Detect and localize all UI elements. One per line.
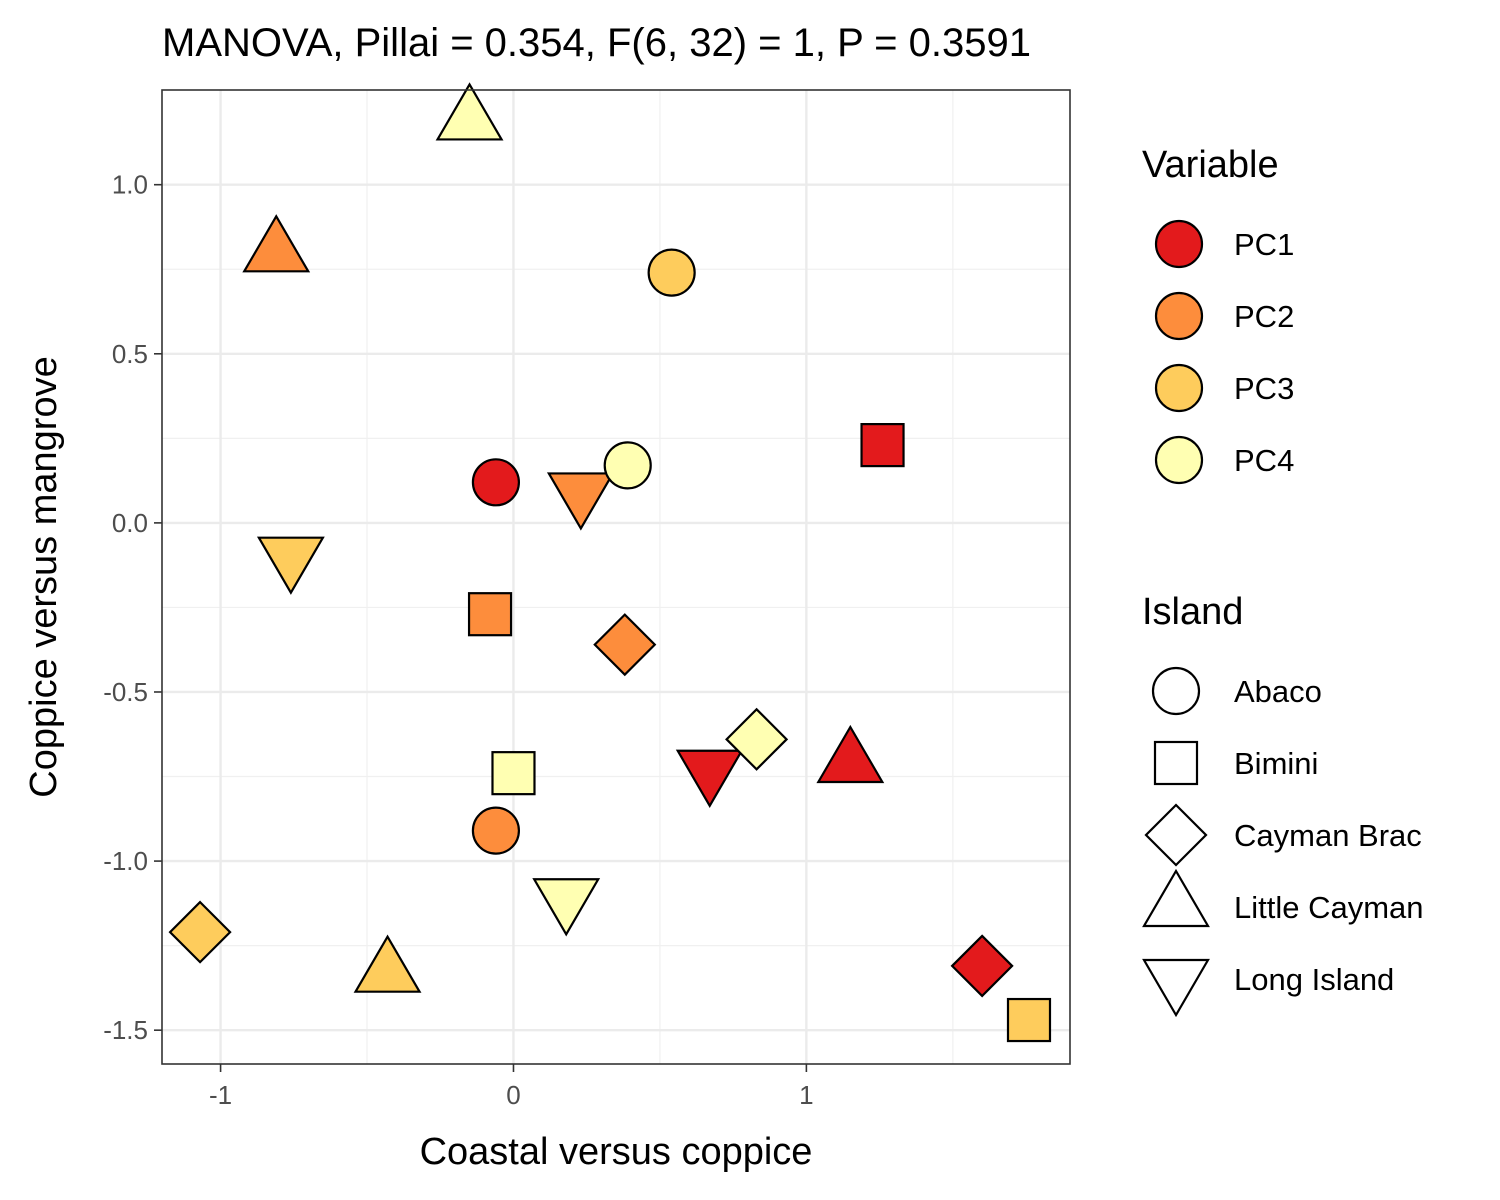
legend-label-pc1: PC1 <box>1234 227 1294 262</box>
legend-label-pc2: PC2 <box>1234 299 1294 334</box>
point-pc3-cayman-brac <box>168 900 232 964</box>
legend-key-cayman-brac <box>1144 803 1208 867</box>
y-tick-label: 1.0 <box>112 170 148 200</box>
x-tick-label: -1 <box>209 1080 232 1110</box>
point-pc4-little-cayman <box>435 82 504 141</box>
point-pc2-bimini <box>467 592 513 637</box>
point-pc2-little-cayman <box>242 214 311 273</box>
x-axis-title: Coastal versus coppice <box>420 1131 813 1173</box>
point-pc1-little-cayman <box>816 724 885 784</box>
legend-label-pc4: PC4 <box>1234 443 1294 478</box>
chart-title: MANOVA, Pillai = 0.354, F(6, 32) = 1, P … <box>162 21 1031 65</box>
legend-key-pc1 <box>1154 219 1204 269</box>
point-pc2-long-island <box>546 472 615 531</box>
point-pc3-bimini <box>1006 997 1052 1043</box>
y-tick-label: -1.0 <box>103 846 148 876</box>
y-tick-label: -1.5 <box>103 1015 148 1045</box>
legend-key-pc4 <box>1154 435 1204 485</box>
plot-panel-border <box>161 89 1071 1065</box>
y-tick-label: -0.5 <box>103 677 148 707</box>
point-pc1-cayman-brac <box>950 934 1014 998</box>
point-pc2-cayman-brac <box>593 613 657 677</box>
legend-label-abaco: Abaco <box>1234 674 1322 709</box>
legend-key-abaco <box>1151 666 1201 716</box>
legend-key-pc2 <box>1154 291 1204 341</box>
point-pc3-long-island <box>256 536 325 595</box>
legend-key-little-cayman <box>1142 868 1210 928</box>
shape-legend-title: Island <box>1142 591 1243 633</box>
color-legend-title: Variable <box>1142 144 1279 186</box>
legend-label-little-cayman: Little Cayman <box>1234 890 1424 925</box>
x-tick-label: 1 <box>799 1080 813 1110</box>
legend-key-long-island <box>1142 958 1210 1018</box>
color-legend-items: PC1 PC2 PC3 PC4 <box>1154 219 1294 485</box>
y-tick-label: 0.5 <box>112 339 148 369</box>
y-tick-label: 0.0 <box>112 508 148 538</box>
y-axis: -1.5 -1.0 -0.5 0.0 0.5 1.0 <box>103 170 162 1045</box>
x-tick-label: 0 <box>506 1080 520 1110</box>
point-pc2-abaco <box>471 806 521 855</box>
plot-panel-background <box>162 90 1070 1064</box>
shape-legend-items: Abaco Bimini Cayman Brac Little Cayman Long … <box>1142 666 1424 1018</box>
legend: Variable PC1 PC2 PC3 PC4 Island Abaco Bimini… <box>1142 144 1424 1018</box>
data-points <box>168 82 1052 1043</box>
point-pc1-long-island <box>675 749 744 808</box>
plot-panel <box>161 82 1071 1065</box>
legend-label-pc3: PC3 <box>1234 371 1294 406</box>
y-axis-title: Coppice versus mangrove <box>23 356 65 797</box>
point-pc4-long-island <box>532 878 601 937</box>
x-axis: -1 0 1 <box>209 1064 814 1110</box>
point-pc1-bimini <box>860 423 905 468</box>
legend-label-cayman-brac: Cayman Brac <box>1234 818 1422 853</box>
point-pc4-cayman-brac <box>725 707 789 771</box>
point-pc4-abaco <box>603 441 652 490</box>
point-pc1-abaco <box>471 458 521 507</box>
legend-key-pc3 <box>1154 363 1204 413</box>
legend-label-long-island: Long Island <box>1234 962 1394 997</box>
major-gridlines <box>162 90 1070 1064</box>
legend-label-bimini: Bimini <box>1234 746 1318 781</box>
point-pc3-little-cayman <box>353 934 422 993</box>
legend-key-bimini <box>1153 740 1199 786</box>
point-pc4-bimini <box>491 751 536 796</box>
point-pc3-abaco <box>647 248 696 297</box>
